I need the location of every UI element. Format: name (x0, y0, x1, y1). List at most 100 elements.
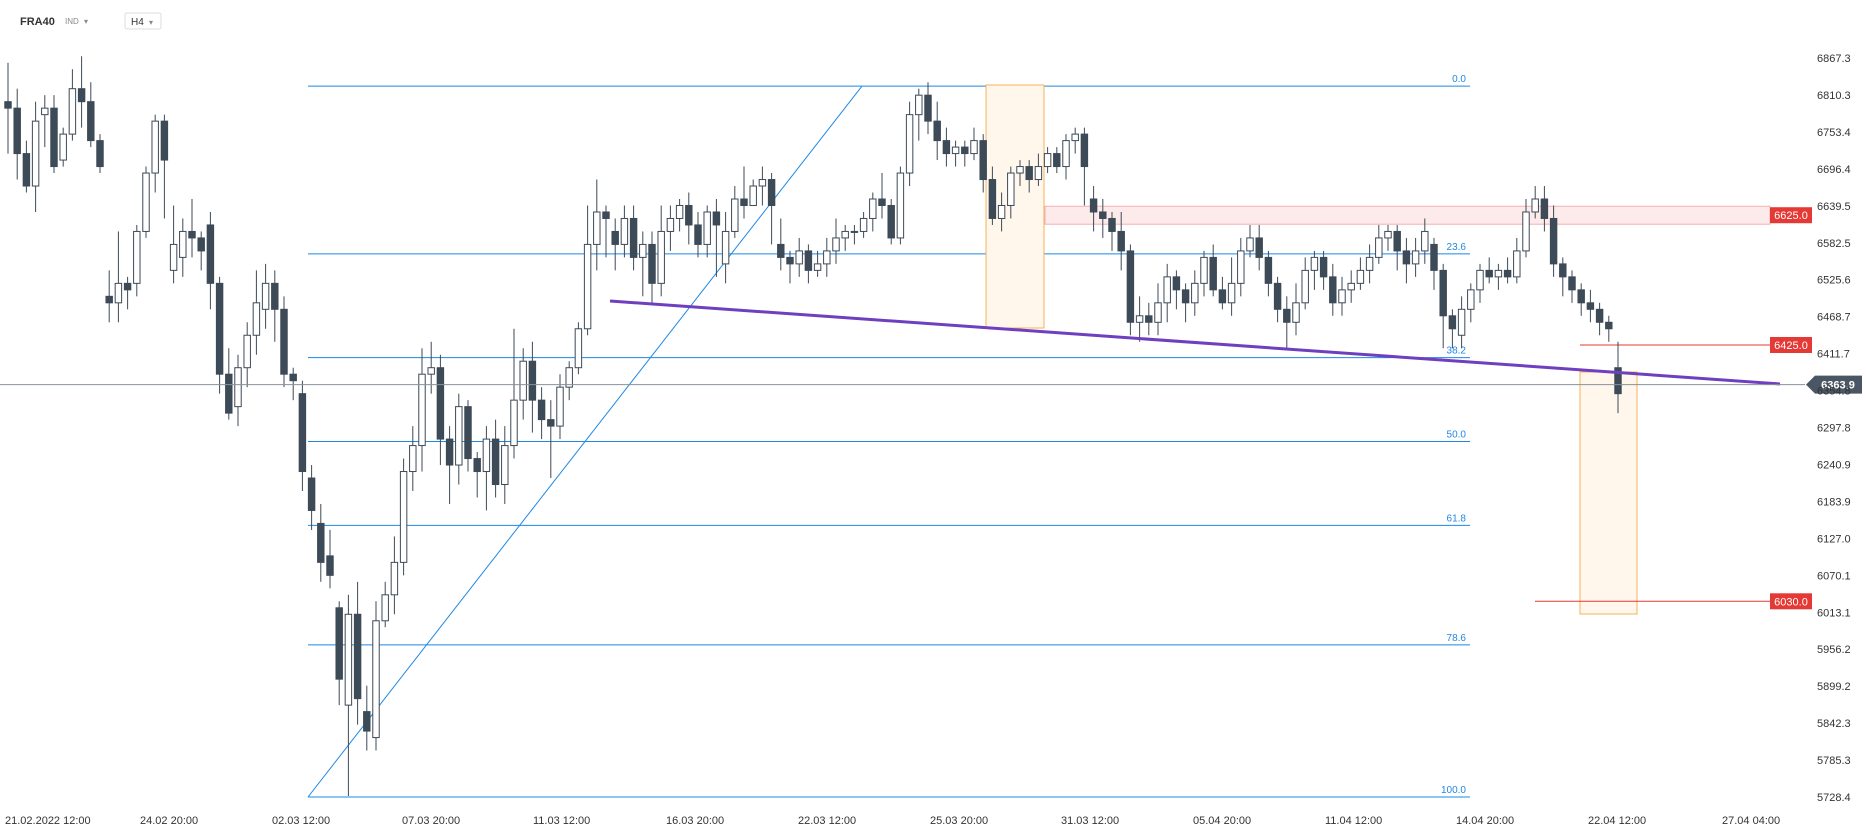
candle-body (1255, 237, 1263, 258)
candle-body (767, 179, 776, 206)
candle-body (31, 120, 40, 187)
candle (924, 82, 932, 135)
candle-body (1402, 250, 1411, 265)
candle-body (1034, 166, 1043, 181)
candle (896, 166, 905, 245)
candle-body (1016, 166, 1024, 174)
candle (1577, 283, 1585, 316)
symbol-label[interactable]: FRA40 (20, 16, 55, 28)
candle-body (372, 620, 380, 739)
candle (1421, 218, 1429, 264)
candle-body (556, 386, 564, 427)
candle (243, 322, 251, 388)
candle-body (823, 250, 831, 265)
market-label: IND (65, 17, 79, 26)
candle (786, 250, 794, 284)
market-chevron-down-icon[interactable]: ▾ (84, 17, 88, 26)
candle (1531, 186, 1539, 219)
candle (1467, 283, 1475, 323)
candle (298, 380, 307, 491)
candle-body (1503, 269, 1512, 278)
candle (160, 114, 169, 219)
y-tick-label: 6354.8 (1817, 386, 1851, 398)
candle-body (1062, 140, 1070, 168)
candle (997, 192, 1006, 232)
candle (537, 387, 546, 440)
candle (593, 179, 601, 271)
y-tick-label: 6183.9 (1817, 496, 1851, 508)
y-tick-label: 6127.0 (1817, 533, 1851, 545)
candle (1034, 153, 1043, 187)
candle-body (869, 198, 877, 219)
candle-body (547, 419, 555, 427)
candle-body (703, 211, 711, 245)
candle-body (1117, 230, 1125, 252)
candle-body (22, 153, 31, 187)
y-tick-label: 6240.9 (1817, 459, 1851, 471)
candle-body (197, 237, 205, 252)
candle (1540, 186, 1549, 232)
candle (252, 270, 261, 355)
candle-body (1227, 282, 1236, 304)
y-tick-label: 6013.1 (1817, 607, 1851, 619)
candle-body (390, 561, 399, 596)
candle (620, 205, 629, 258)
candle-body (1586, 302, 1595, 310)
candle (712, 198, 721, 277)
candle-body (1126, 250, 1135, 323)
candle-body (1292, 302, 1300, 323)
candle (464, 400, 472, 472)
candle (215, 276, 224, 394)
candle (59, 127, 67, 167)
candle (436, 354, 445, 466)
candle-body (280, 308, 288, 375)
timeframe-label[interactable]: H4 (131, 17, 144, 28)
candle (445, 426, 454, 504)
candle (841, 224, 849, 251)
x-tick-label: 27.04 04:00 (1722, 815, 1780, 827)
candle (455, 393, 463, 485)
candle-body (298, 393, 307, 473)
candle (123, 276, 132, 310)
candle (1476, 263, 1484, 303)
candle (1200, 250, 1208, 297)
candle (1503, 257, 1512, 284)
candle (501, 426, 509, 504)
candle (666, 205, 675, 251)
candle-body (675, 204, 684, 219)
candle-body (436, 367, 445, 440)
candle-body (1043, 153, 1052, 168)
x-tick-label: 16.03 20:00 (666, 815, 724, 827)
candle-body (1568, 276, 1576, 291)
candle-body (307, 477, 316, 511)
candle-body (409, 445, 417, 473)
candle-body (1209, 256, 1217, 291)
y-tick-label: 6582.5 (1817, 238, 1851, 250)
candle-body (813, 263, 822, 271)
y-tick-label: 5842.3 (1817, 718, 1851, 730)
level-tag (1770, 593, 1812, 610)
candle (1255, 224, 1263, 271)
fib-level-label: 78.6 (1447, 633, 1467, 644)
candle (767, 173, 776, 245)
candle (1108, 211, 1116, 251)
candle (1448, 309, 1457, 349)
candle-body (1605, 321, 1613, 330)
candle-body (1301, 269, 1309, 304)
candle-body (114, 282, 123, 304)
timeframe-selector[interactable] (124, 12, 162, 30)
timeframe-chevron-down-icon[interactable]: ▾ (149, 18, 153, 27)
candle-body (1181, 289, 1190, 304)
fib-level-label: 0.0 (1452, 74, 1466, 85)
candle (1310, 250, 1319, 290)
candle-body (418, 373, 426, 447)
candle-body (758, 179, 767, 187)
candle-body (491, 438, 500, 486)
candle-body (1089, 198, 1098, 213)
candle-body (510, 399, 518, 447)
candle (795, 237, 803, 277)
candle (473, 452, 481, 498)
candle (418, 348, 426, 472)
